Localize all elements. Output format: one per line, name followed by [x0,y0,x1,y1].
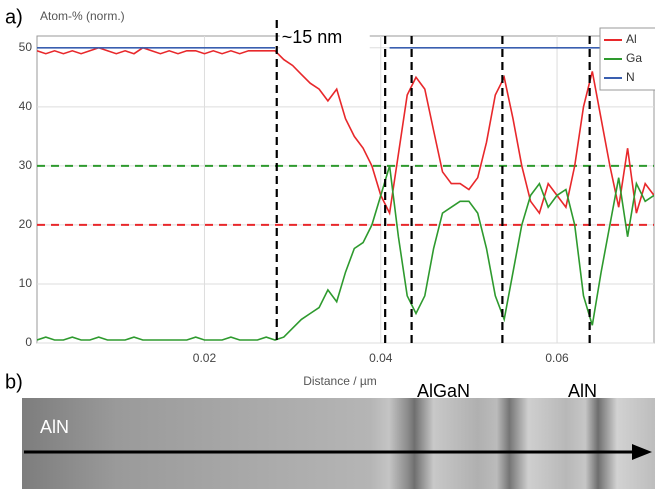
image-label: AlN [40,417,69,437]
legend-label: N [626,70,635,84]
panel-label: b) [5,371,23,393]
image-label: AlN [568,381,597,401]
image-label: AlGaN [417,381,470,401]
data-line [37,165,654,341]
legend-label: Al [626,32,637,46]
data-line [37,46,654,216]
x-tick-label: 0.06 [545,351,569,365]
arrow-head [632,444,652,460]
y-tick-label: 20 [19,217,33,231]
annotation-bg [279,24,370,50]
y-tick-label: 50 [19,40,33,54]
y-axis-label: Atom-% (norm.) [40,9,125,23]
tem-image [22,398,655,489]
plot-frame [36,35,655,344]
y-tick-label: 40 [19,99,33,113]
y-tick-label: 0 [25,335,32,349]
x-tick-label: 0.02 [193,351,217,365]
x-axis-label: Distance / µm [303,374,377,388]
chart: a) Atom-% (norm.) Distance / µm 0 10 20 30 4… [5,6,655,388]
y-tick-label: 30 [19,158,33,172]
y-tick-label: 10 [19,276,33,290]
annotation: ~15 nm [282,27,343,47]
legend-label: Ga [626,51,642,65]
panel-label: a) [5,6,23,28]
x-tick-label: 0.04 [369,351,393,365]
